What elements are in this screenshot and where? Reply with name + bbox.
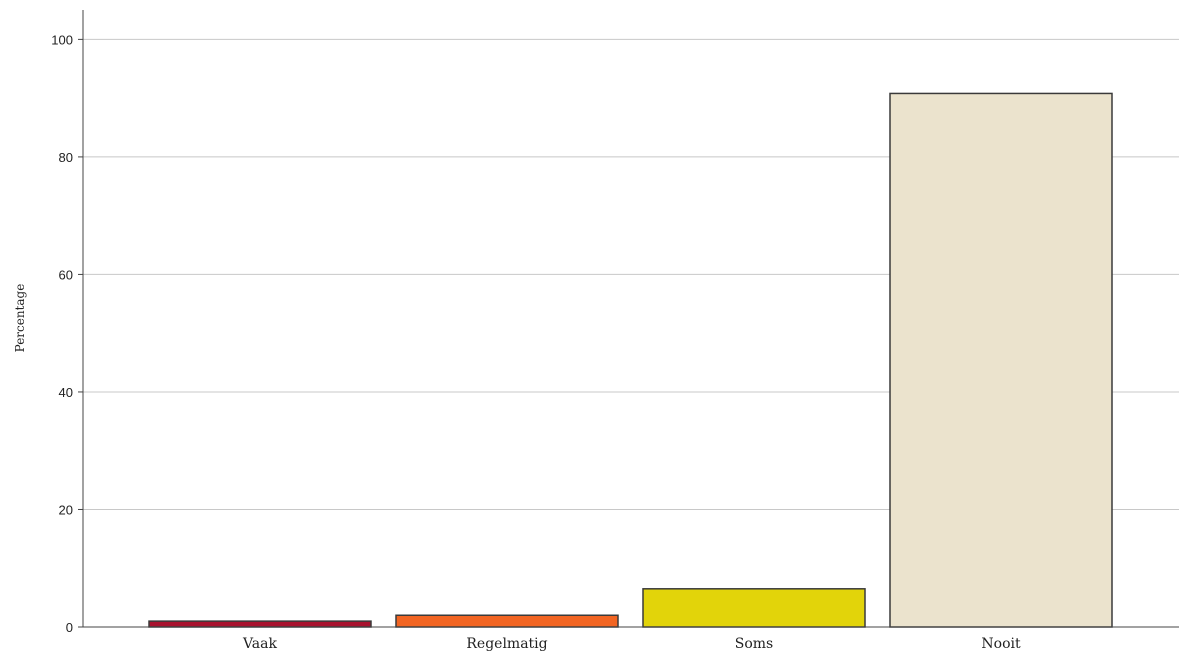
bars xyxy=(148,92,1113,628)
y-tick-label: 80 xyxy=(59,150,73,165)
x-tick-label: Soms xyxy=(735,636,773,652)
axes xyxy=(82,10,1179,628)
bar-regelmatig xyxy=(395,614,619,628)
y-tick-label: 0 xyxy=(66,620,73,635)
x-tick-label: Nooit xyxy=(981,636,1021,652)
y-tick-labels: 0 20 40 60 80 100 xyxy=(51,32,83,635)
y-tick-label: 100 xyxy=(51,32,73,47)
bar-nooit xyxy=(889,92,1113,628)
y-tick-label: 40 xyxy=(59,385,73,400)
y-tick-label: 60 xyxy=(59,267,73,282)
y-axis-title: Percentage xyxy=(13,284,27,353)
x-tick-label: Regelmatig xyxy=(466,636,547,652)
x-tick-label: Vaak xyxy=(242,636,278,652)
bar-soms xyxy=(642,588,866,628)
y-tick-label: 20 xyxy=(59,502,73,517)
bar-vaak xyxy=(148,620,372,628)
x-category-labels: Vaak Regelmatig Soms Nooit xyxy=(242,636,1021,652)
